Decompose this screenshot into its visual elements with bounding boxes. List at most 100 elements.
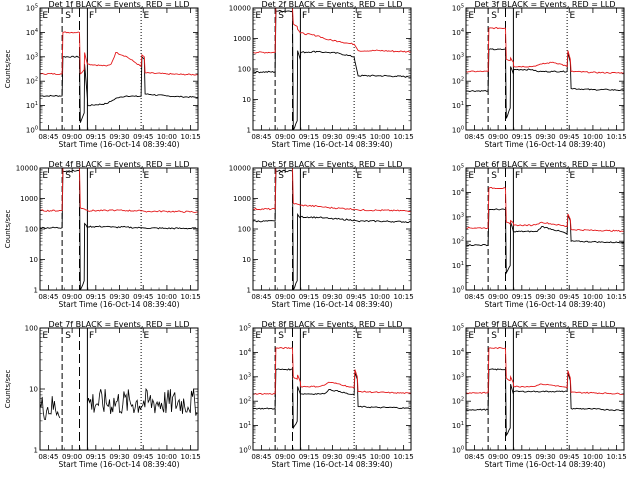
y-tick-label: 100 <box>25 226 38 234</box>
x-tick-label: 08:45 <box>251 453 271 461</box>
y-tick-label: 102 <box>239 397 251 406</box>
region-label: S <box>65 171 71 181</box>
region-label: S <box>278 11 284 21</box>
y-tick-label: 101 <box>452 101 464 110</box>
region-label: E <box>42 331 48 341</box>
region-label: E <box>356 331 362 341</box>
region-label: E <box>468 11 474 21</box>
region-label: S <box>278 171 284 181</box>
x-tick-label: 09:45 <box>133 453 153 461</box>
x-tick-label: 10:00 <box>370 293 390 301</box>
x-tick-label: 08:45 <box>251 133 271 141</box>
x-tick-label: 10:15 <box>394 293 414 301</box>
region-label: E <box>468 171 474 181</box>
x-tick-label: 10:15 <box>394 133 414 141</box>
y-tick-label: 100 <box>452 126 464 135</box>
region-label: F <box>302 11 307 21</box>
x-tick-label: 09:00 <box>275 133 295 141</box>
x-tick-label: 09:30 <box>535 293 555 301</box>
region-label: S <box>491 171 497 181</box>
region-label: E <box>356 11 362 21</box>
y-tick-label: 103 <box>452 212 464 221</box>
y-tick-label: 102 <box>452 237 464 246</box>
x-tick-label: 10:15 <box>394 453 414 461</box>
panel-p1: Det 1f BLACK = Events, RED = LLD Counts/s… <box>4 0 201 149</box>
region-label: F <box>302 331 307 341</box>
y-tick-label: 1000 <box>20 195 38 203</box>
x-tick-label: 08:45 <box>464 293 484 301</box>
y-tick-label: 100 <box>238 226 251 234</box>
x-axis-label: Start Time (16-Oct-14 08:39:40) <box>58 300 179 309</box>
x-tick-label: 09:30 <box>535 453 555 461</box>
panel-title: Det 8f BLACK = Events, RED = LLD <box>261 320 402 329</box>
region-label: S <box>65 11 71 21</box>
y-tick-label: 100 <box>26 126 38 135</box>
region-label: E <box>42 11 48 21</box>
region-label: E <box>143 331 149 341</box>
x-tick-label: 09:00 <box>275 293 295 301</box>
x-tick-label: 10:15 <box>607 293 627 301</box>
region-label: F <box>302 171 307 181</box>
series-line-lld <box>465 187 625 233</box>
x-tick-label: 08:45 <box>464 453 484 461</box>
x-tick-label: 09:30 <box>109 133 129 141</box>
panel-title: Det 1f BLACK = Events, RED = LLD <box>48 0 189 9</box>
region-label: E <box>255 11 261 21</box>
y-tick-label: 104 <box>239 348 251 357</box>
region-label: F <box>515 331 520 341</box>
x-tick-label: 10:15 <box>181 133 201 141</box>
y-tick-label: 10000 <box>16 165 38 173</box>
x-tick-label: 09:45 <box>346 293 366 301</box>
x-axis-label: Start Time (16-Oct-14 08:39:40) <box>484 300 605 309</box>
region-label: E <box>143 171 149 181</box>
y-tick-label: 101 <box>239 421 251 430</box>
y-tick-label: 1 <box>34 287 38 295</box>
x-tick-label: 10:15 <box>607 453 627 461</box>
x-tick-label: 09:45 <box>559 133 579 141</box>
x-tick-label: 10:00 <box>157 453 177 461</box>
region-label: F <box>515 171 520 181</box>
panel-p7: Det 7f BLACK = Events, RED = LLD Counts/s… <box>4 320 201 469</box>
y-tick-label: 1000 <box>233 195 251 203</box>
region-label: E <box>569 171 575 181</box>
x-axis-label: Start Time (16-Oct-14 08:39:40) <box>58 140 179 149</box>
panel-title: Det 2f BLACK = Events, RED = LLD <box>261 0 402 9</box>
x-tick-label: 09:15 <box>86 453 106 461</box>
y-tick-label: 105 <box>452 4 464 13</box>
region-label: E <box>356 171 362 181</box>
x-axis-label: Start Time (16-Oct-14 08:39:40) <box>484 460 605 469</box>
series-line-lld <box>252 167 412 213</box>
x-tick-label: 10:00 <box>157 293 177 301</box>
series-line-lld <box>252 347 412 395</box>
x-tick-label: 09:00 <box>62 453 82 461</box>
y-tick-label: 103 <box>239 372 251 381</box>
x-tick-label: 10:00 <box>157 133 177 141</box>
x-tick-label: 08:45 <box>464 133 484 141</box>
y-tick-label: 101 <box>452 421 464 430</box>
x-tick-label: 09:15 <box>512 133 532 141</box>
region-label: S <box>65 331 71 341</box>
region-label: E <box>42 171 48 181</box>
x-tick-label: 08:45 <box>38 133 58 141</box>
region-label: S <box>278 331 284 341</box>
x-tick-label: 09:30 <box>109 293 129 301</box>
x-tick-label: 09:15 <box>299 453 319 461</box>
plot-frame <box>465 7 625 131</box>
x-tick-label: 09:45 <box>559 453 579 461</box>
x-tick-label: 08:45 <box>38 293 58 301</box>
x-tick-label: 09:15 <box>299 293 319 301</box>
x-tick-label: 10:15 <box>607 133 627 141</box>
series-line-events <box>252 9 412 131</box>
region-label: E <box>569 331 575 341</box>
x-tick-label: 09:00 <box>62 293 82 301</box>
y-tick-label: 10 <box>242 256 251 264</box>
y-tick-label: 10 <box>29 386 38 394</box>
panel-p4: Det 4f BLACK = Events, RED = LLD Counts/s… <box>4 160 201 309</box>
series-line-events <box>39 396 61 420</box>
region-label: E <box>255 331 261 341</box>
y-tick-label: 100 <box>25 325 38 333</box>
x-tick-label: 10:00 <box>583 133 603 141</box>
x-tick-label: 09:15 <box>299 133 319 141</box>
